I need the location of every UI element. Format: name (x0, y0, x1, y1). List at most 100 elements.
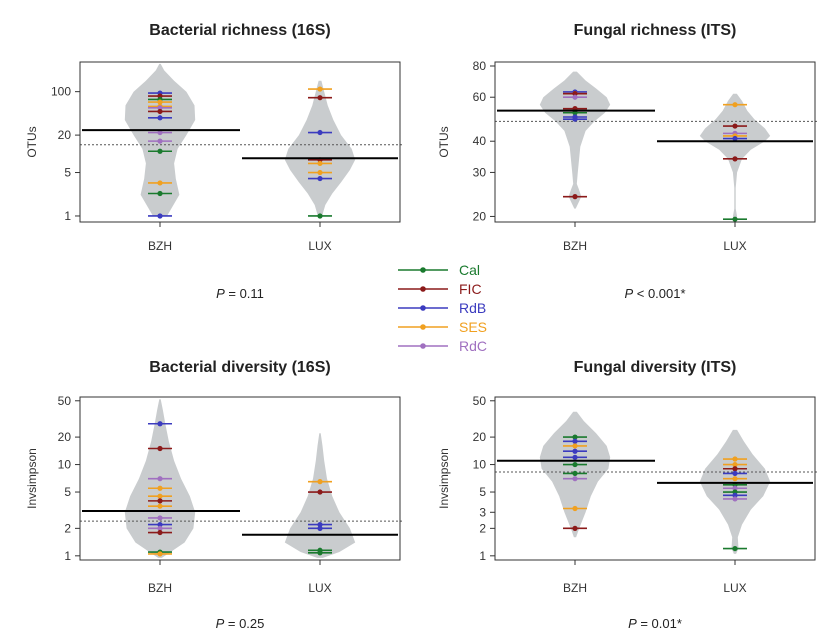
point-dot-rdc (732, 485, 738, 491)
point-dot-rdc (157, 515, 163, 521)
point-dot-fic (317, 95, 323, 101)
legend-item-fic: FIC (398, 281, 482, 297)
point-dot-cal (572, 434, 578, 440)
point-dot-ses (572, 505, 578, 512)
point-dot-fic (572, 194, 578, 200)
point-dot-rdb (317, 525, 323, 531)
legend-dot (420, 286, 426, 292)
legend-item-cal: Cal (398, 262, 480, 278)
y-tick-label: 40 (473, 134, 487, 148)
y-tick-label: 80 (473, 59, 487, 73)
x-tick-label-bzh: BZH (563, 581, 587, 595)
y-tick-label: 5 (64, 166, 71, 180)
y-tick-label: 3 (479, 505, 486, 519)
point-dot-rdb (157, 421, 163, 427)
point-dot-ses (317, 160, 323, 167)
point-dot-ses (157, 180, 163, 186)
legend-label: RdC (459, 338, 487, 354)
point-dot-ses (317, 479, 323, 485)
legend-dot (420, 305, 426, 311)
y-tick-label: 50 (473, 394, 487, 408)
point-dot-cal (732, 216, 738, 222)
point-dot-ses (157, 99, 163, 105)
point-dot-rdc (157, 138, 163, 144)
point-dot-ses (732, 102, 738, 108)
point-dot-cal (572, 470, 578, 477)
point-dot-cal (157, 190, 163, 197)
p-symbol: P (628, 616, 637, 631)
x-tick-label-bzh: BZH (148, 581, 172, 595)
point-dot-rdc (157, 525, 163, 531)
point-dot-fic (572, 91, 578, 97)
y-tick-label: 50 (58, 394, 72, 408)
y-tick-label: 10 (58, 458, 72, 472)
point-dot-rdc (572, 94, 578, 100)
point-dot-rdb (572, 454, 578, 460)
violin-lux (284, 433, 356, 558)
legend-dot (420, 267, 426, 273)
point-dot-rdb (732, 492, 738, 498)
p-symbol: P (216, 286, 225, 301)
plot-frame (494, 396, 816, 561)
violin-bzh (539, 71, 611, 209)
y-tick-label: 2 (479, 521, 486, 535)
p-value-annotation: P = 0.01* (628, 616, 682, 631)
panel-1: Bacterial richness (16S) OTUs 1 5 20 100 BZH LU… (25, 22, 404, 301)
point-dot-fic (157, 445, 163, 452)
point-dot-ses (732, 476, 738, 482)
plot-frame (79, 61, 401, 223)
point-dot-rdb (732, 135, 738, 142)
panel-title: Bacterial diversity (16S) (149, 359, 330, 376)
point-dot-cal (317, 550, 323, 556)
point-dot-fic (732, 466, 738, 472)
point-dot-rdb (317, 129, 323, 136)
y-tick-label: 2 (64, 521, 71, 535)
p-value-annotation: P = 0.25 (216, 616, 265, 631)
panel-title: Fungal richness (ITS) (574, 22, 737, 39)
y-axis-label: Invsimpson (25, 448, 39, 509)
y-axis-label: OTUs (437, 126, 451, 157)
point-dot-cal (732, 545, 738, 552)
point-dot-ses (157, 503, 163, 509)
point-dot-rdb (572, 438, 578, 444)
point-dot-fic (732, 156, 738, 162)
point-dot-rdc (157, 129, 163, 136)
x-tick-label-lux: LUX (308, 581, 331, 595)
legend-item-rdb: RdB (398, 300, 486, 316)
y-tick-label: 20 (473, 430, 487, 444)
point-dot-rdb (317, 521, 323, 528)
p-symbol: P (216, 616, 225, 631)
panel-title: Fungal diversity (ITS) (574, 359, 737, 376)
y-tick-label: 10 (473, 458, 487, 472)
point-dot-ses (732, 461, 738, 468)
point-dot-ses (732, 456, 738, 462)
point-dot-rdc (157, 105, 163, 111)
x-tick-label-bzh: BZH (148, 239, 172, 253)
y-tick-label: 60 (473, 90, 487, 104)
point-dot-rdc (157, 476, 163, 482)
legend-label: SES (459, 319, 487, 335)
legend-dot (420, 343, 426, 349)
x-tick-label-lux: LUX (723, 581, 746, 595)
x-tick-label-lux: LUX (308, 239, 331, 253)
point-dot-rdc (572, 476, 578, 482)
legend-label: FIC (459, 281, 482, 297)
point-dot-fic (732, 123, 738, 129)
point-dot-rdb (157, 115, 163, 121)
point-dot-fic (317, 489, 323, 495)
panel-2: Fungal richness (ITS) OTUs 20 30 40 60 80 BZH LU… (437, 22, 817, 301)
point-dot-fic (157, 529, 163, 536)
p-value-annotation: P = 0.11 (216, 286, 264, 301)
point-dot-rdb (157, 521, 163, 528)
panels-group: Bacterial richness (16S) OTUs 1 5 20 100 BZH LU… (25, 22, 817, 631)
point-dot-fic (157, 498, 163, 504)
y-tick-label: 1 (64, 549, 71, 563)
y-tick-label: 20 (58, 430, 72, 444)
y-tick-label: 1 (479, 549, 486, 563)
y-tick-label: 1 (64, 209, 71, 223)
point-dot-ses (572, 443, 578, 449)
site-legend: Cal FIC RdB SES RdC (398, 262, 487, 354)
legend-item-rdc: RdC (398, 338, 487, 354)
legend-dot (420, 324, 426, 330)
